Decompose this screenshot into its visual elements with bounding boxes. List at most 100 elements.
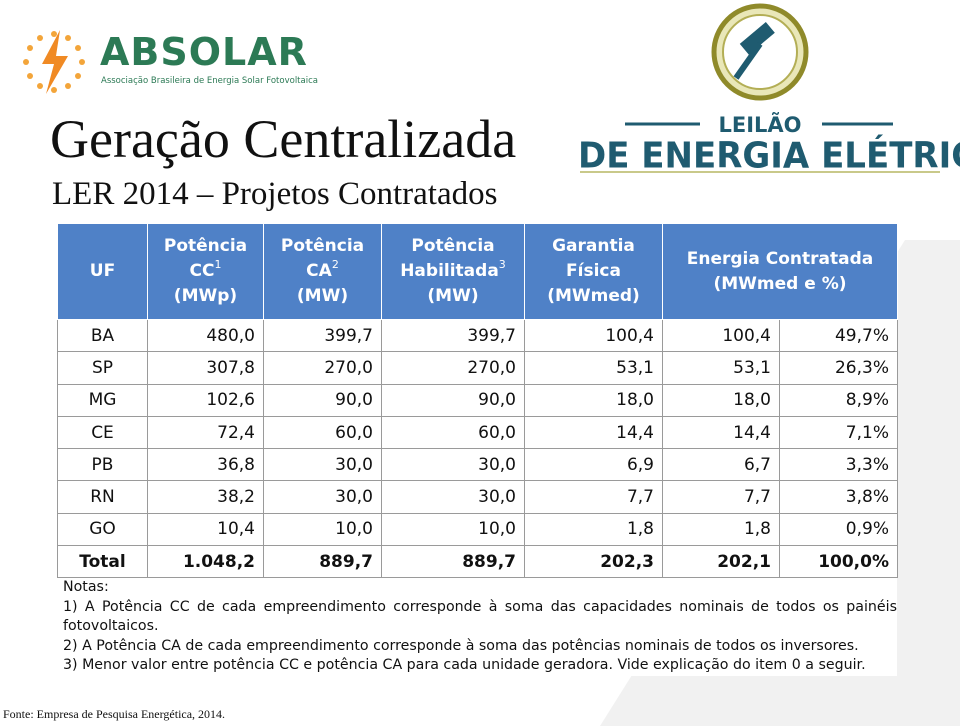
value-cell: 100,0% [779,545,898,579]
header-text: Potência [411,236,495,256]
uf-cell: PB [57,448,148,482]
value-cell: 10,0 [381,512,525,547]
value-cell: 480,0 [147,318,264,353]
value-cell: 53,1 [524,351,663,385]
header-text: UF [89,261,116,281]
value-cell: 270,0 [381,351,525,385]
value-cell: 1,8 [662,512,780,547]
table-row: PB 36,8 30,0 30,0 6,9 6,7 3,3% [57,448,898,482]
note-item: 3) Menor valor entre potência CC e potên… [63,657,866,673]
header-text: Potência [280,236,365,256]
value-cell: 49,7% [779,318,898,353]
value-cell: 399,7 [381,318,525,353]
title: Geração Centralizada [50,109,517,169]
value-cell: 90,0 [381,383,525,417]
value-cell: 307,8 [147,351,264,385]
value-cell: 889,7 [381,545,525,579]
value-cell: 6,9 [524,448,663,482]
value-cell: 72,4 [147,415,264,450]
auction-logo-bottom: DE ENERGIA ELÉTRICA [578,135,960,177]
table-row: RN 38,2 30,0 30,0 7,7 7,7 3,8% [57,480,898,514]
value-cell: 399,7 [263,318,382,353]
value-cell: 100,4 [524,318,663,353]
value-cell: 18,0 [524,383,663,417]
value-cell: 26,3% [779,351,898,385]
header-unit: (MWp) [173,286,238,306]
value-cell: 3,8% [779,480,898,514]
note-item: 2) A Potência CA de cada empreendimento … [63,637,859,654]
header-text: Garantia [552,236,635,256]
value-cell: 7,7 [524,480,663,514]
value-cell: 7,1% [779,415,898,450]
header-unit: (MW) [296,286,349,306]
value-cell: 889,7 [263,545,382,579]
table-row: SP 307,8 270,0 270,0 53,1 53,1 26,3% [57,351,898,385]
value-cell: 30,0 [263,448,382,482]
notes: Notas: 1) A Potência CC de cada empreend… [57,578,897,676]
total-row: Total 1.048,2 889,7 889,7 202,3 202,1 100,0% [57,545,898,579]
value-cell: 270,0 [263,351,382,385]
header-superscript: 2 [331,258,339,271]
uf-cell: SP [57,351,148,385]
header-cell: Potência CC1 (MWp) [147,223,264,320]
value-cell: 53,1 [662,351,780,385]
header-cell: Potência CA2 (MW) [263,223,382,320]
data-table: UF Potência CC1 (MWp) Potência CA2 (MW) Potênci… [57,223,898,579]
header-cell: Garantia Física (MWmed) [524,223,663,320]
value-cell: 202,1 [662,545,780,579]
value-cell: 8,9% [779,383,898,417]
value-cell: 10,0 [263,512,382,547]
uf-cell: Total [57,545,148,579]
header-text: CC [189,261,215,281]
header-row: UF Potência CC1 (MWp) Potência CA2 (MW) Potênci… [57,223,898,320]
header-cell: UF [57,223,148,320]
value-cell: 202,3 [524,545,663,579]
value-cell: 60,0 [381,415,525,450]
header-superscript: 3 [498,258,506,271]
notes-title: Notas: [63,579,109,595]
value-cell: 6,7 [662,448,780,482]
value-cell: 14,4 [662,415,780,450]
value-cell: 36,8 [147,448,264,482]
value-cell: 38,2 [147,480,264,514]
table-row: BA 480,0 399,7 399,7 100,4 100,4 49,7% [57,318,898,353]
value-cell: 100,4 [662,318,780,353]
header-cell: Energia Contratada (MWmed e %) [662,223,898,320]
value-cell: 0,9% [779,512,898,547]
value-cell: 102,6 [147,383,264,417]
uf-cell: BA [57,318,148,353]
logo-name: ABSOLAR [100,30,308,74]
value-cell: 3,3% [779,448,898,482]
value-cell: 30,0 [381,448,525,482]
auction-emblem [580,3,940,173]
header-superscript: 1 [214,258,222,271]
value-cell: 1,8 [524,512,663,547]
header-text: CA [306,261,332,281]
value-cell: 30,0 [263,480,382,514]
header-text: Física [566,261,621,281]
value-cell: 14,4 [524,415,663,450]
source: Fonte: Empresa de Pesquisa Energética, 2… [3,707,226,721]
header-text: Energia Contratada [686,248,874,269]
value-cell: 90,0 [263,383,382,417]
uf-cell: GO [57,512,148,547]
uf-cell: MG [57,383,148,417]
value-cell: 30,0 [381,480,525,514]
header-cell: Potência Habilitada3 (MW) [381,223,525,320]
auction-logo-top: LEILÃO [718,113,802,137]
header-text: Habilitada [400,261,499,281]
header-unit: (MWmed) [547,286,640,306]
logo-tagline: Associação Brasileira de Energia Solar F… [101,76,318,86]
uf-cell: CE [57,415,148,450]
value-cell: 18,0 [662,383,780,417]
uf-cell: RN [57,480,148,514]
value-cell: 1.048,2 [147,545,264,579]
sun-icon [23,30,85,94]
header-unit: (MWmed e %) [713,273,847,294]
value-cell: 7,7 [662,480,780,514]
table-row: GO 10,4 10,0 10,0 1,8 1,8 0,9% [57,512,898,547]
subtitle: LER 2014 – Projetos Contratados [52,176,498,212]
header-text: Potência [163,236,248,256]
table-row: CE 72,4 60,0 60,0 14,4 14,4 7,1% [57,415,898,450]
